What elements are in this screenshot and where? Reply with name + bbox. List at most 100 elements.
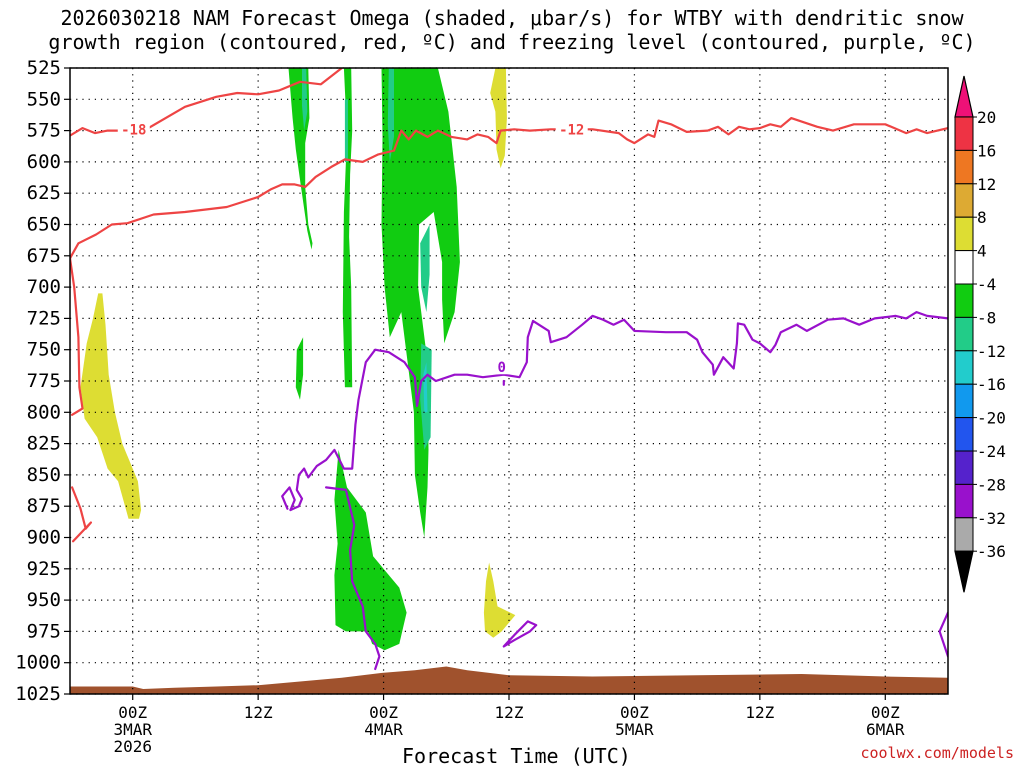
colorbar-label-10: -24 — [977, 442, 1006, 461]
y-tick-label-825: 825 — [27, 433, 61, 455]
x-tick-label-2-2: 4MAR — [364, 720, 403, 739]
x-tick-label-4-2: 5MAR — [615, 720, 654, 739]
colorbar-segment-9 — [954, 417, 974, 452]
omega-region-teal-5 — [344, 99, 348, 162]
y-tick-label-925: 925 — [27, 558, 61, 580]
omega-region-teal-3 — [420, 224, 430, 313]
colorbar-segment-2 — [954, 183, 974, 218]
x-tick-label-0-2: 3MAR — [113, 720, 152, 739]
colorbar-label-2: 12 — [977, 175, 996, 194]
freezing-purple-contour-label-0: 0 — [497, 360, 505, 376]
y-tick-label-575: 575 — [27, 120, 61, 142]
colorbar-label-7: -12 — [977, 342, 1006, 361]
omega-region-teal-2 — [387, 68, 394, 162]
freezing-purple-contour-4 — [938, 611, 948, 658]
y-tick-label-700: 700 — [27, 276, 61, 298]
x-tick-label-4-1: 00Z — [620, 703, 649, 722]
freezing-purple-contour-2 — [325, 486, 381, 671]
colorbar-label-1: 16 — [977, 141, 996, 160]
y-tick-label-550: 550 — [27, 88, 61, 110]
colorbar-segment-3 — [954, 216, 974, 252]
y-axis: 525 550 575 600 625 650 675 700 725 750 775 800 825 8… — [15, 57, 70, 705]
colorbar-segment-5 — [954, 283, 974, 318]
colorbar-segment-10 — [954, 450, 974, 485]
colorbar-segment-8 — [954, 383, 974, 419]
colorbar-label-12: -32 — [977, 509, 1006, 528]
dgz-red-contour-1 — [70, 116, 948, 260]
colorbar-segment-4 — [954, 250, 974, 285]
omega-region-green-thin — [342, 68, 353, 388]
freezing-purple-contour-1 — [281, 486, 296, 512]
y-tick-label-875: 875 — [27, 495, 61, 517]
x-tick-label-1-1: 12Z — [244, 703, 273, 722]
y-tick-label-725: 725 — [27, 307, 61, 329]
credit-text: coolwx.com/models — [860, 744, 1014, 762]
y-tick-label-675: 675 — [27, 245, 61, 267]
colorbar-label-13: -36 — [977, 542, 1006, 561]
y-tick-label-975: 975 — [27, 620, 61, 642]
freezing-purple-contour-label-bg-0 — [485, 359, 518, 375]
y-tick-label-950: 950 — [27, 589, 61, 611]
colorbar-label-0: 20 — [977, 108, 996, 127]
colorbar-segment-6 — [954, 316, 974, 352]
chart-title: 2026030218 NAM Forecast Omega (shaded, μ… — [0, 6, 1024, 54]
colorbar-segment-7 — [954, 350, 974, 385]
colorbar-segment-12 — [954, 517, 974, 552]
omega-region-green-small — [295, 337, 304, 400]
colorbar: 20 16 12 8 4 -4 -8 -12 -16 -20 -24 -28 -32 -36 — [954, 75, 1006, 593]
y-tick-label-850: 850 — [27, 464, 61, 486]
y-tick-label-525: 525 — [27, 57, 61, 79]
y-tick-label-625: 625 — [27, 182, 61, 204]
dgz-red-contour-label-0: -18 — [121, 122, 146, 138]
colorbar-label-11: -28 — [977, 475, 1006, 494]
x-tick-label-0-1: 00Z — [118, 703, 147, 722]
colorbar-label-4: 4 — [977, 242, 987, 261]
y-tick-label-800: 800 — [27, 401, 61, 423]
colorbar-label-8: -16 — [977, 375, 1006, 394]
y-tick-label-900: 900 — [27, 527, 61, 549]
colorbar-label-6: -8 — [977, 308, 996, 327]
contour-layer: -18 -12 0 — [70, 68, 948, 671]
omega-region-teal-1 — [302, 68, 308, 131]
colorbar-bottom-arrow — [954, 550, 974, 593]
omega-shading-layer — [80, 68, 516, 651]
colorbar-label-9: -20 — [977, 409, 1006, 428]
x-tick-label-0-3: 2026 — [113, 737, 152, 756]
y-tick-label-775: 775 — [27, 370, 61, 392]
colorbar-label-5: -4 — [977, 275, 996, 294]
colorbar-top-arrow — [954, 75, 974, 118]
x-tick-label-5-1: 12Z — [745, 703, 774, 722]
y-tick-label-1025: 1025 — [15, 683, 61, 705]
dgz-red-contour-0 — [70, 68, 343, 137]
y-tick-label-600: 600 — [27, 151, 61, 173]
dgz-red-contour-2 — [70, 257, 84, 416]
omega-region-green-main — [381, 68, 460, 538]
colorbar-segment-0 — [954, 116, 974, 151]
freezing-purple-contour-0 — [289, 311, 948, 512]
y-tick-label-650: 650 — [27, 214, 61, 236]
dgz-red-contour-3 — [70, 486, 93, 543]
colorbar-segment-1 — [954, 149, 974, 185]
x-tick-label-3-1: 12Z — [495, 703, 524, 722]
x-tick-label-6-2: 6MAR — [866, 720, 905, 739]
dgz-red-contour-label-bg-0 — [117, 121, 150, 137]
x-tick-label-6-1: 00Z — [871, 703, 900, 722]
dgz-red-contour-label-bg-1 — [555, 121, 588, 137]
y-tick-label-1000: 1000 — [15, 652, 61, 674]
y-tick-label-750: 750 — [27, 339, 61, 361]
omega-region-yellow-bottom — [483, 562, 516, 638]
freezing-purple-contour-3 — [502, 620, 538, 648]
x-tick-label-2-1: 00Z — [369, 703, 398, 722]
x-axis-title: Forecast Time (UTC) — [402, 744, 631, 768]
terrain-fill — [70, 666, 948, 694]
dgz-red-contour-label-1: -12 — [559, 122, 584, 138]
chart-title-line-2: growth region (contoured, red, ºC) and f… — [48, 30, 976, 54]
omega-region-green-bottom — [334, 449, 407, 651]
terrain-layer — [70, 666, 948, 694]
omega-region-yellow-upper-right — [490, 68, 507, 169]
colorbar-label-3: 8 — [977, 208, 987, 227]
chart-title-line-1: 2026030218 NAM Forecast Omega (shaded, μ… — [60, 6, 964, 30]
colorbar-segment-11 — [954, 483, 974, 519]
